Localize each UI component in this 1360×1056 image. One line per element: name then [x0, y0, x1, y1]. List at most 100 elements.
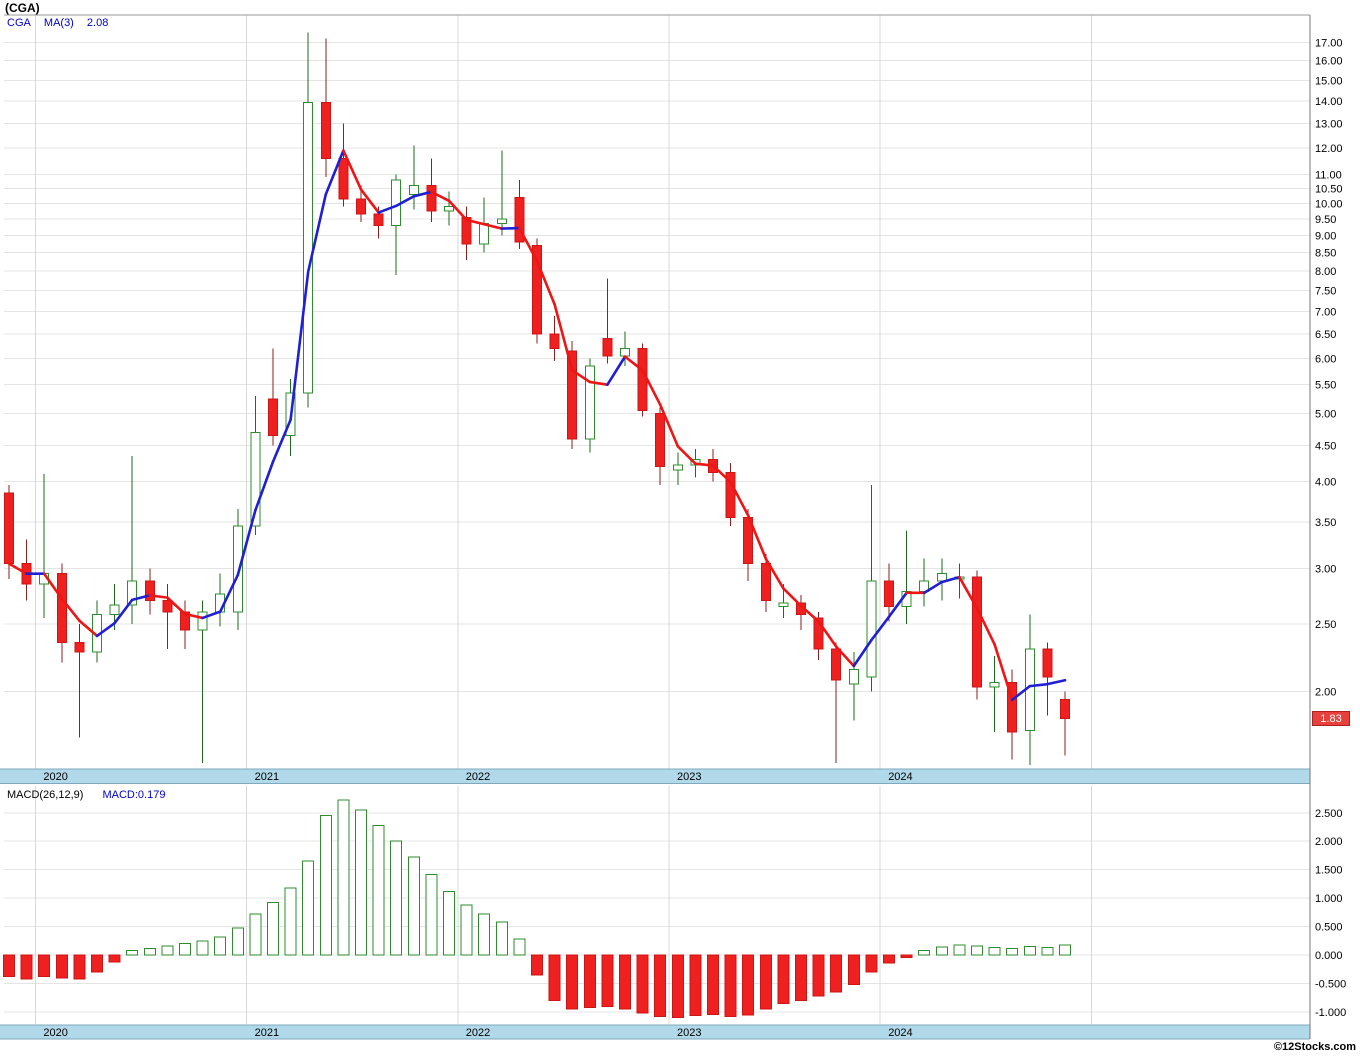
- candle-up: [848, 669, 859, 685]
- ma-line-segment: [430, 190, 451, 203]
- macd-bar-negative: [3, 954, 15, 978]
- macd-bar-negative: [830, 954, 843, 993]
- year-label: 2023: [677, 1027, 701, 1039]
- ma-line-segment: [729, 480, 750, 517]
- macd-bar-negative: [742, 954, 755, 1016]
- price-tick-label: 4.00: [1315, 476, 1336, 488]
- macd-value-label: MACD:0.179: [102, 789, 166, 801]
- ma-line-segment: [746, 514, 768, 560]
- macd-bar-negative: [654, 954, 667, 1018]
- price-tick-label: 13.00: [1315, 119, 1343, 131]
- copyright-label: ©12Stocks.com: [1273, 1041, 1356, 1053]
- candle-up: [496, 218, 507, 225]
- price-tick-label: 7.00: [1315, 307, 1336, 319]
- ma-line-segment: [641, 369, 662, 406]
- candle-up: [620, 347, 630, 357]
- ma-line-segment: [342, 149, 363, 191]
- ma-line-segment: [60, 597, 81, 623]
- price-tick-label: 5.50: [1315, 380, 1336, 392]
- ma-line-segment: [482, 222, 504, 230]
- price-tick-label: 3.00: [1315, 564, 1336, 576]
- candle-down: [1042, 648, 1053, 678]
- macd-bar-negative: [601, 954, 614, 1007]
- candle-down: [1060, 698, 1070, 720]
- candle-up: [303, 101, 314, 394]
- price-tick-label: 15.00: [1315, 75, 1343, 87]
- ma-line-segment: [166, 596, 187, 616]
- macd-bar-negative: [38, 954, 51, 978]
- ma-value: 2.08: [86, 17, 109, 29]
- price-tick-label: 9.00: [1315, 230, 1336, 242]
- ma-line-segment: [799, 604, 820, 623]
- macd-bar-positive: [196, 940, 209, 956]
- candle-up: [672, 464, 683, 471]
- ma-line-segment: [394, 195, 416, 208]
- candle-down: [338, 157, 349, 200]
- ma-line-segment: [834, 645, 856, 668]
- candle-down: [180, 611, 190, 631]
- macd-bar-negative: [865, 954, 878, 973]
- ma-line-segment: [588, 380, 609, 387]
- ma-line-segment: [148, 594, 169, 599]
- price-tick-label: 6.50: [1315, 329, 1336, 341]
- year-label: 2024: [888, 1027, 912, 1039]
- macd-bar-positive: [495, 921, 508, 956]
- candle-down: [655, 413, 666, 468]
- macd-bar-positive: [337, 799, 350, 956]
- price-tick-label: 10.00: [1315, 198, 1343, 210]
- macd-bar-negative: [671, 954, 684, 1019]
- ma-line-segment: [324, 149, 345, 196]
- ma-line-segment: [570, 369, 592, 384]
- price-tick-label: 10.50: [1315, 183, 1343, 195]
- ma-line-segment: [377, 204, 398, 214]
- x-axis-band: [0, 769, 1310, 784]
- macd-bar-positive: [249, 913, 262, 956]
- candle-up: [584, 365, 595, 440]
- macd-bar-positive: [302, 860, 315, 956]
- macd-bar-negative: [795, 954, 807, 1002]
- candle-down: [567, 350, 578, 440]
- macd-bar-positive: [478, 913, 491, 956]
- macd-bar-negative: [73, 954, 86, 980]
- year-label: 2020: [43, 1027, 67, 1039]
- candle-down: [144, 580, 155, 602]
- candle-down: [461, 216, 472, 245]
- macd-bar-positive: [355, 809, 367, 956]
- x-axis-band: [0, 1025, 1310, 1039]
- macd-bar-negative: [20, 954, 33, 980]
- candle-up: [197, 611, 208, 631]
- macd-bar-positive: [214, 936, 227, 956]
- macd-bar-negative: [566, 954, 579, 1010]
- macd-bar-positive: [1023, 946, 1036, 956]
- symbol-label: CGA: [7, 17, 31, 29]
- ma-line-segment: [887, 591, 908, 619]
- macd-legend: MACD(26,12,9) MACD:0.179: [7, 789, 165, 801]
- candle-down: [320, 101, 331, 159]
- macd-bar-positive: [284, 887, 297, 956]
- ma-line-segment: [623, 355, 644, 372]
- ma-line-segment: [958, 575, 979, 610]
- price-tick-label: 2.00: [1315, 687, 1336, 699]
- candle-down: [56, 573, 67, 644]
- price-tick-label: 11.00: [1315, 169, 1342, 181]
- macd-bar-positive: [1041, 947, 1054, 956]
- ma-line-segment: [465, 218, 486, 226]
- ma-line-segment: [535, 259, 556, 306]
- ma-line-segment: [993, 643, 1014, 702]
- candle-up: [778, 602, 789, 607]
- macd-bar-positive: [425, 873, 438, 956]
- ma-line-segment: [218, 573, 240, 613]
- year-label: 2021: [255, 771, 279, 783]
- year-label: 2021: [255, 1027, 279, 1039]
- candle-down: [884, 580, 894, 607]
- macd-bar-negative: [777, 954, 790, 1005]
- price-tick-label: 7.50: [1315, 286, 1336, 298]
- ma-line-segment: [852, 638, 873, 668]
- ma-line-segment: [676, 444, 697, 465]
- ma-line-segment: [940, 575, 961, 584]
- ma-line-segment: [782, 587, 803, 608]
- candle-down: [972, 576, 982, 688]
- macd-bar-positive: [126, 950, 139, 956]
- price-tick-label: 9.50: [1315, 214, 1336, 226]
- price-tick-label: 3.50: [1315, 517, 1336, 529]
